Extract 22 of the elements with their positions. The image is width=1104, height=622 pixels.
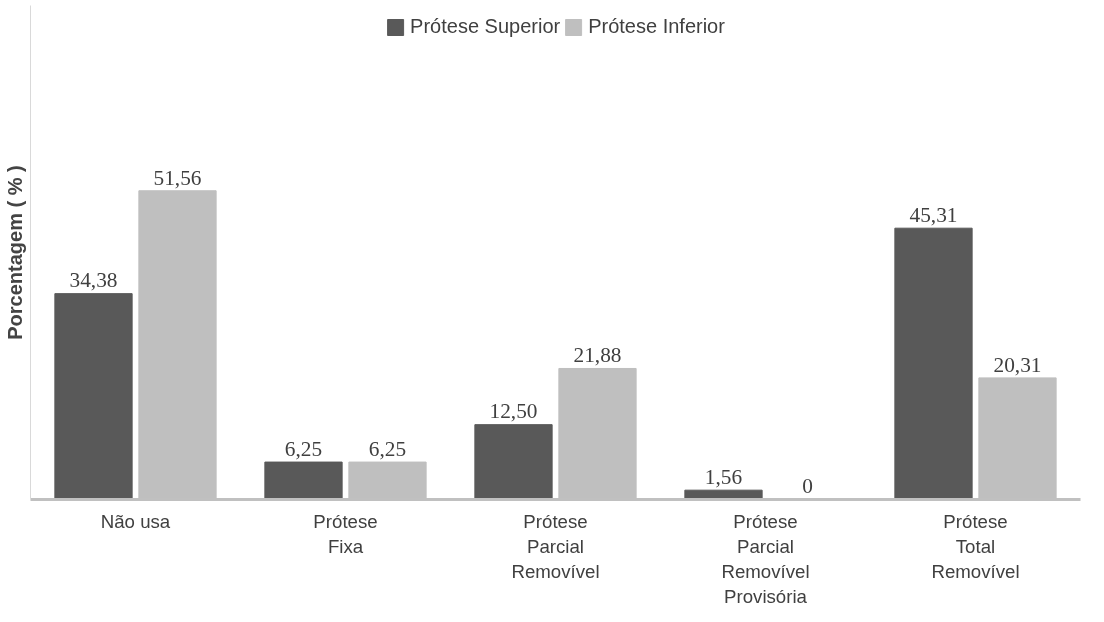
data-label: 21,88 <box>573 343 622 368</box>
data-label: 0 <box>802 474 813 499</box>
y-axis-title: Porcentagem ( % ) <box>3 165 26 340</box>
x-tick-label: Prótese Parcial Removível Provisória <box>721 510 810 608</box>
legend-label: Prótese Superior <box>410 15 561 38</box>
data-label: 6,25 <box>284 436 323 461</box>
x-tick-label: Não usa <box>100 510 171 532</box>
x-tick-label: Prótese Total Removível <box>931 510 1020 582</box>
bar <box>894 227 973 500</box>
data-label: 1,56 <box>704 464 743 489</box>
data-label: 45,31 <box>909 203 958 227</box>
data-label: 51,56 <box>153 165 202 190</box>
legend-label: Prótese Inferior <box>588 15 725 38</box>
data-label: 34,38 <box>69 268 118 293</box>
data-label: 6,25 <box>368 436 407 461</box>
bar <box>264 461 343 500</box>
data-label: 20,31 <box>993 352 1042 377</box>
bar <box>474 424 553 500</box>
x-tick-label: Prótese Parcial Removível <box>511 510 600 582</box>
data-label: 12,50 <box>489 399 538 424</box>
x-tick-label: Prótese Fixa <box>313 510 378 557</box>
bar <box>54 293 133 500</box>
